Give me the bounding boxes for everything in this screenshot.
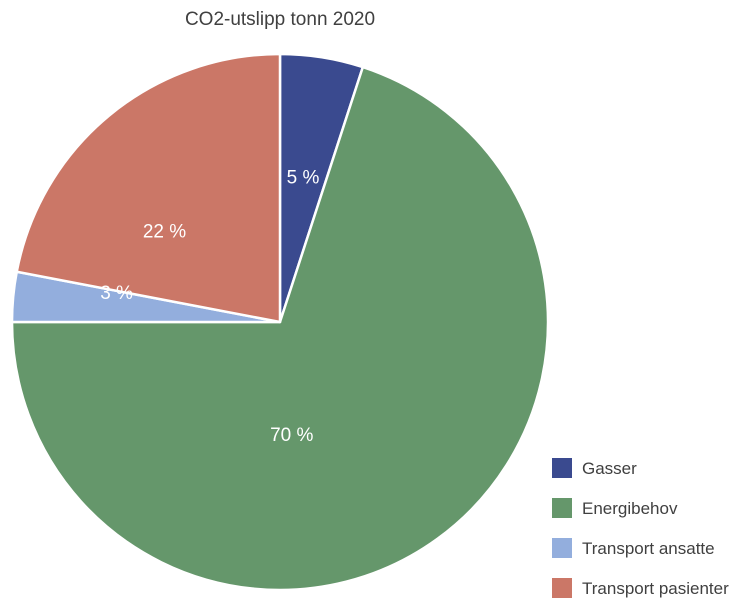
slice-label-transport-pasienter: 22 % [143, 221, 186, 242]
legend-label-energibehov: Energibehov [582, 499, 678, 518]
legend-swatch-transport-ansatte [552, 538, 572, 558]
chart-title: CO2-utslipp tonn 2020 [185, 9, 375, 30]
chart-legend: Gasser Energibehov Transport ansatte Transp… [552, 458, 729, 598]
legend-label-gasser: Gasser [582, 459, 637, 478]
legend-label-transport-ansatte: Transport ansatte [582, 539, 715, 558]
pie-slice-labels: 5 % 70 % 3 % 22 % [100, 167, 319, 446]
pie-slice-energibehov [10, 65, 550, 592]
legend-swatch-gasser [552, 458, 572, 478]
pie-slices [10, 52, 550, 592]
legend-item-gasser: Gasser [552, 458, 637, 478]
legend-label-transport-pasienter: Transport pasienter [582, 579, 729, 598]
legend-item-transport-ansatte: Transport ansatte [552, 538, 715, 558]
slice-label-energibehov: 70 % [270, 425, 313, 446]
legend-item-transport-pasienter: Transport pasienter [552, 578, 729, 598]
legend-item-energibehov: Energibehov [552, 498, 678, 518]
slice-label-transport-ansatte: 3 % [100, 283, 133, 304]
slice-label-gasser: 5 % [287, 167, 320, 188]
legend-swatch-energibehov [552, 498, 572, 518]
pie-slice-transport-pasienter [15, 52, 282, 324]
legend-swatch-transport-pasienter [552, 578, 572, 598]
